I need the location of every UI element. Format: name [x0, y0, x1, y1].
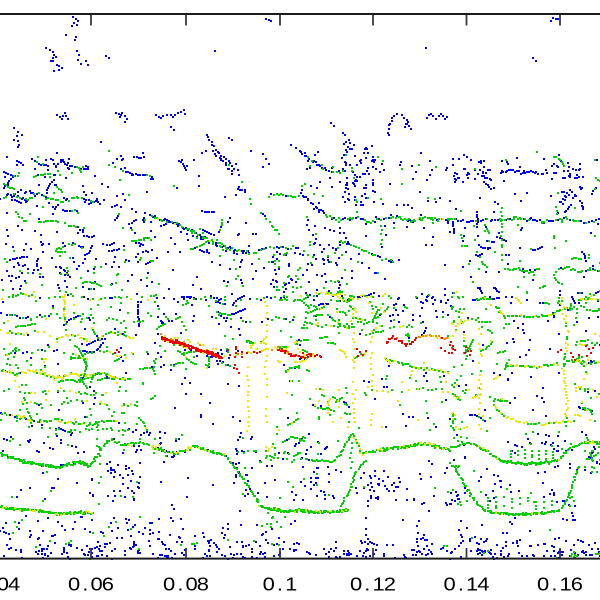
svg-text:0.08: 0.08 — [163, 575, 209, 595]
svg-text:0.16: 0.16 — [537, 575, 583, 595]
svg-text:0.12: 0.12 — [350, 575, 396, 595]
svg-text:0.14: 0.14 — [444, 575, 490, 595]
svg-text:0.04: 0.04 — [0, 575, 20, 595]
svg-text:0.1: 0.1 — [263, 575, 298, 595]
svg-text:0.06: 0.06 — [68, 575, 114, 595]
